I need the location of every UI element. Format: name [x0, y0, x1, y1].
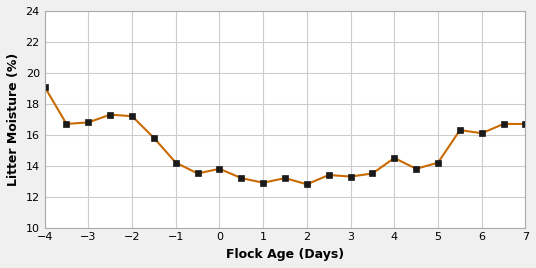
Y-axis label: Litter Moisture (%): Litter Moisture (%) — [7, 53, 20, 186]
X-axis label: Flock Age (Days): Flock Age (Days) — [226, 248, 344, 261]
